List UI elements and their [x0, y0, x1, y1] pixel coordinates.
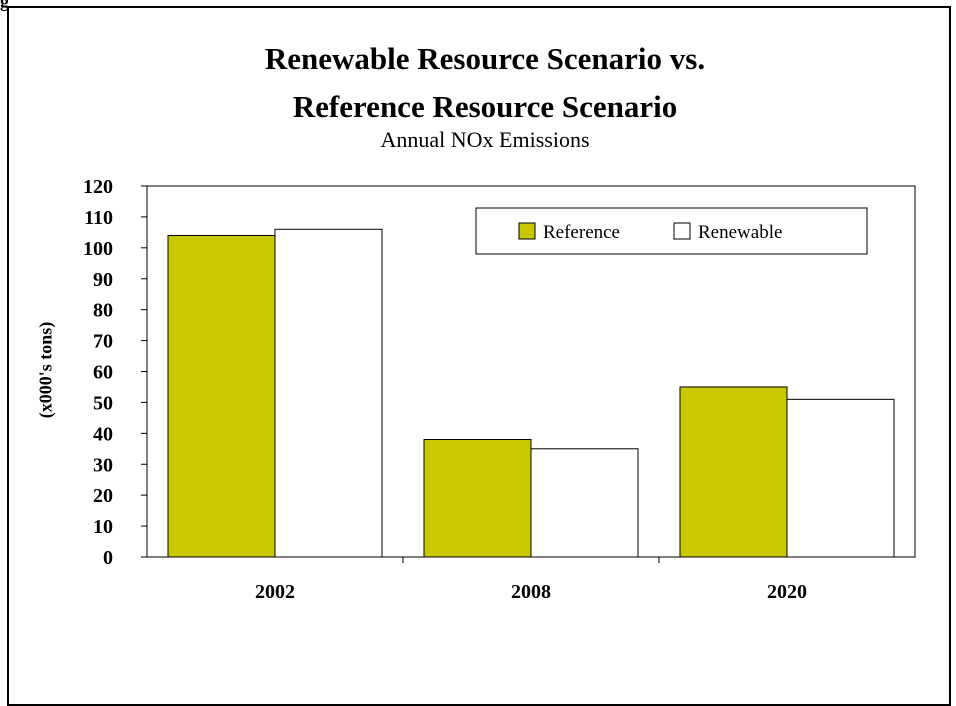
x-tick-label: 2008: [511, 581, 551, 603]
y-tick-label: 110: [84, 207, 113, 229]
y-tick-label: 120: [83, 176, 113, 198]
bar-reference-2008: [424, 440, 531, 557]
x-tick-label: 2020: [767, 581, 807, 603]
bar-renewable-2020: [787, 399, 894, 557]
bar-renewable-2002: [275, 229, 382, 557]
y-tick-label: 40: [93, 423, 113, 445]
y-tick-label: 80: [93, 300, 113, 322]
y-tick-label: 10: [93, 516, 113, 538]
y-tick-label: 20: [93, 485, 113, 507]
bar-reference-2002: [168, 235, 275, 557]
y-tick-label: 60: [93, 362, 113, 384]
legend-swatch-renewable: [674, 223, 690, 239]
y-tick-label: 0: [103, 547, 113, 569]
legend-label-reference: Reference: [543, 222, 620, 243]
y-tick-label: 50: [93, 392, 113, 414]
bar-chart: 0 10 20 30 40 50 60 70 80 90 100 110 120 2002 2008 2020…: [0, 0, 956, 672]
y-tick-label: 30: [93, 454, 113, 476]
y-tick-label: 100: [83, 238, 113, 260]
legend-label-renewable: Renewable: [698, 222, 782, 243]
y-tick-label: 70: [93, 331, 113, 353]
bar-reference-2020: [680, 387, 787, 557]
x-tick-label: 2002: [255, 581, 295, 603]
legend-swatch-reference: [519, 223, 535, 239]
bar-renewable-2008: [531, 449, 638, 557]
y-axis-title: (x000's tons): [36, 322, 57, 419]
y-tick-label: 90: [93, 269, 113, 291]
